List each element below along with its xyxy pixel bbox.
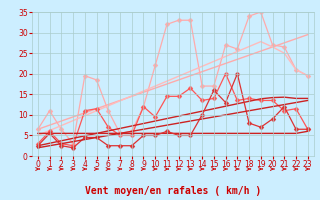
Text: Vent moyen/en rafales ( km/h ): Vent moyen/en rafales ( km/h ) xyxy=(85,186,261,196)
